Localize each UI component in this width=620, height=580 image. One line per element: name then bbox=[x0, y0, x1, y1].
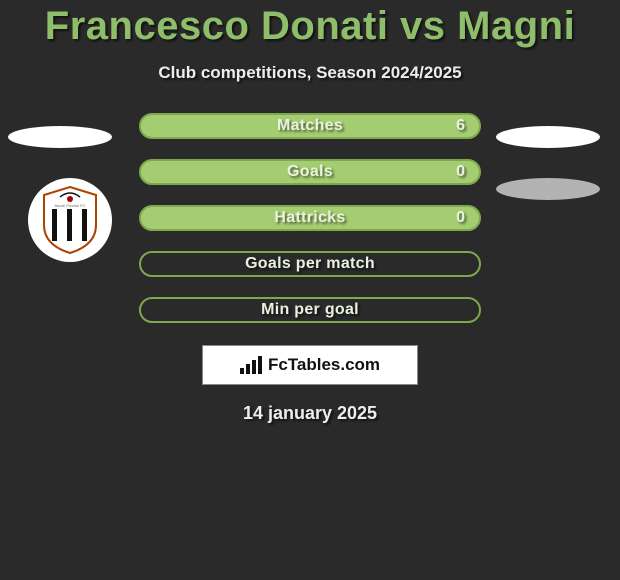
stat-value: 6 bbox=[456, 117, 465, 135]
stat-label: Goals bbox=[287, 163, 333, 181]
stat-label: Min per goal bbox=[261, 301, 359, 319]
comparison-subtitle: Club competitions, Season 2024/2025 bbox=[0, 63, 620, 83]
player-left-club-badge: Ascoli Picchio FC bbox=[28, 178, 112, 262]
fctables-watermark[interactable]: FcTables.com bbox=[202, 345, 418, 385]
ascoli-crest-icon: Ascoli Picchio FC bbox=[40, 185, 100, 255]
snapshot-date: 14 january 2025 bbox=[0, 403, 620, 424]
comparison-title: Francesco Donati vs Magni bbox=[0, 0, 620, 49]
stat-label: Matches bbox=[277, 117, 343, 135]
brand-label: FcTables.com bbox=[268, 355, 380, 375]
stat-row-goals-per-match: Goals per match bbox=[139, 251, 481, 277]
bar-chart-icon bbox=[240, 356, 262, 374]
player-left-photo-placeholder bbox=[8, 126, 112, 148]
stat-row-hattricks: Hattricks 0 bbox=[139, 205, 481, 231]
stat-label: Goals per match bbox=[245, 255, 375, 273]
stat-row-goals: Goals 0 bbox=[139, 159, 481, 185]
player-right-club-placeholder bbox=[496, 178, 600, 200]
player-right-photo-placeholder bbox=[496, 126, 600, 148]
stat-row-matches: Matches 6 bbox=[139, 113, 481, 139]
stat-label: Hattricks bbox=[274, 209, 345, 227]
stat-value: 0 bbox=[456, 163, 465, 181]
svg-text:Ascoli Picchio FC: Ascoli Picchio FC bbox=[54, 203, 85, 208]
stat-value: 0 bbox=[456, 209, 465, 227]
stat-row-min-per-goal: Min per goal bbox=[139, 297, 481, 323]
